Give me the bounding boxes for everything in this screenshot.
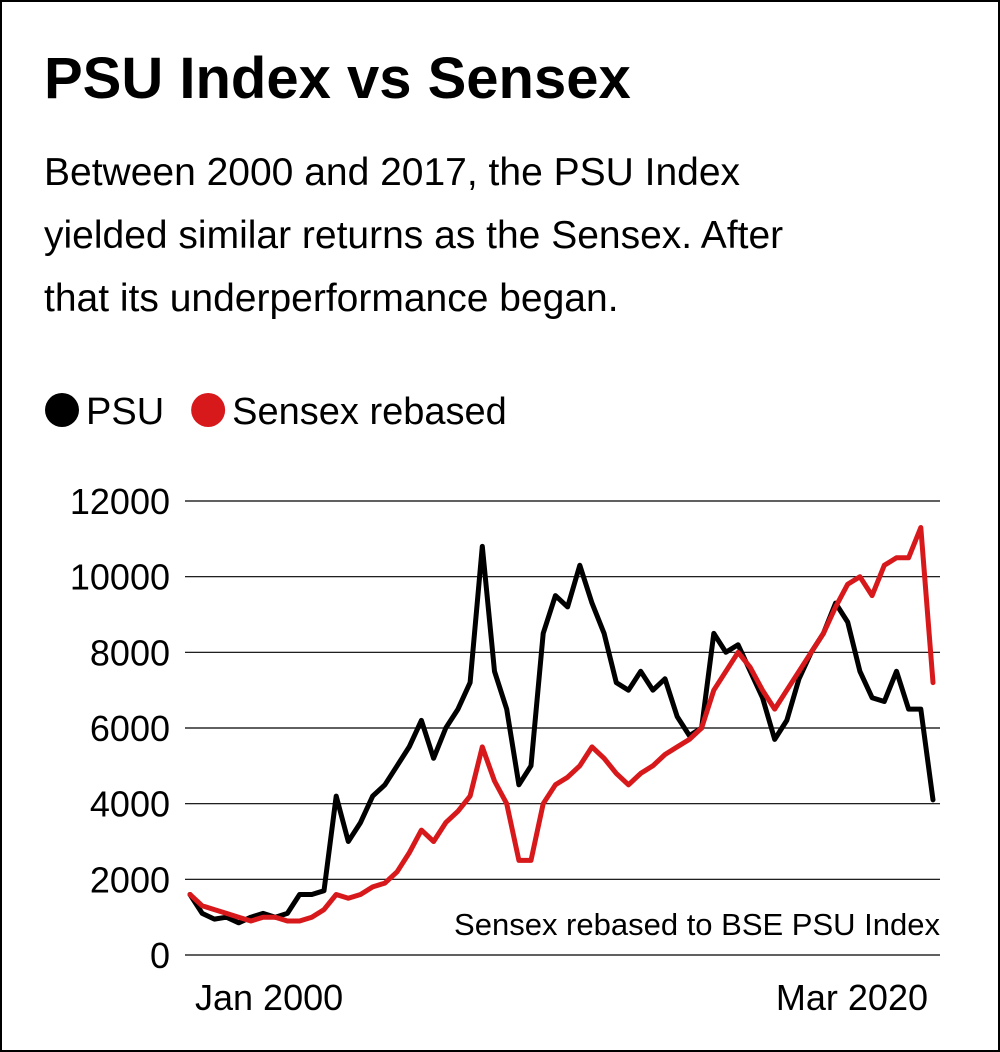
y-tick-label: 4000 <box>90 784 170 825</box>
y-tick-label: 8000 <box>90 632 170 673</box>
chart-title: PSU Index vs Sensex <box>44 46 631 111</box>
x-tick-label: Jan 2000 <box>195 977 343 1018</box>
legend-label: PSU <box>86 391 164 433</box>
legend-marker <box>191 393 226 427</box>
y-tick-label: 6000 <box>90 708 170 749</box>
y-tick-label: 12000 <box>70 481 170 522</box>
y-tick-label: 0 <box>150 935 170 976</box>
subtitle-line: yielded similar returns as the Sensex. A… <box>44 214 783 257</box>
legend-marker <box>45 393 79 427</box>
legend-label: Sensex rebased <box>232 391 507 433</box>
series-line <box>187 525 936 924</box>
subtitle-line: Between 2000 and 2017, the PSU Index <box>44 151 741 194</box>
y-tick-label: 10000 <box>70 557 170 598</box>
x-tick-label: Mar 2020 <box>776 977 928 1018</box>
subtitle-line: that its underperformance began. <box>44 277 619 320</box>
y-tick-label: 2000 <box>90 859 170 900</box>
annotation: Sensex rebased to BSE PSU Index <box>454 907 940 942</box>
